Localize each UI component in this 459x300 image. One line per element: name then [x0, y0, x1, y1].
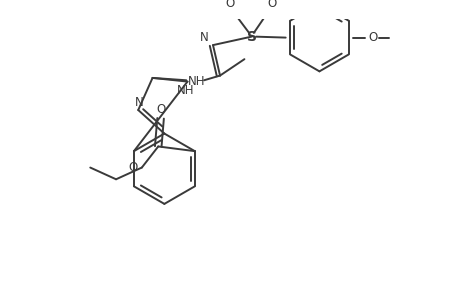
Text: O: O	[225, 0, 234, 10]
Text: O: O	[266, 0, 276, 10]
Text: NH: NH	[187, 75, 204, 88]
Text: N: N	[200, 31, 208, 44]
Text: NH: NH	[176, 85, 194, 98]
Text: O: O	[368, 31, 377, 44]
Text: O: O	[156, 103, 165, 116]
Text: O: O	[129, 161, 138, 174]
Text: N: N	[134, 96, 143, 109]
Text: S: S	[246, 30, 257, 44]
